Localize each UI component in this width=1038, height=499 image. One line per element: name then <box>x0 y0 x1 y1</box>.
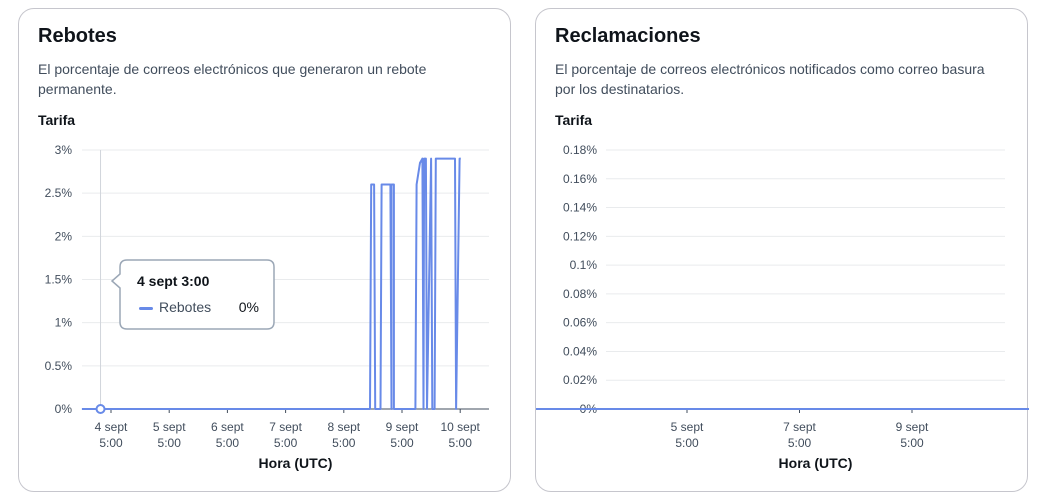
tooltip-title: 4 sept 3:00 <box>137 273 210 289</box>
x-axis-title: Hora (UTC) <box>779 455 853 471</box>
y-tick-label: 0.16% <box>563 172 597 186</box>
y-tick-label: 1% <box>55 316 73 330</box>
rebotes-chart[interactable]: 0% 0.5% 1% 1.5% 2% 2.5% 3% 4 sept 5:00 5 sept 5:00… <box>19 9 512 493</box>
x-tick-label: 7 sept <box>783 420 816 434</box>
x-tick-label: 10 sept <box>441 420 481 434</box>
rebotes-title: Rebotes <box>38 25 117 47</box>
rebotes-tooltip: 4 sept 3:00 Rebotes 0% <box>111 259 275 330</box>
x-tick-label: 5:00 <box>332 436 356 450</box>
y-tick-label: 0.14% <box>563 201 597 215</box>
reclamaciones-description: El porcentaje de correos electrónicos no… <box>555 61 985 97</box>
y-tick-label: 3% <box>55 143 73 157</box>
y-tick-label: 0.06% <box>563 316 597 330</box>
y-tick-label: 0.08% <box>563 287 597 301</box>
series-line-rebotes <box>81 157 461 410</box>
rebotes-description: El porcentaje de correos electrónicos qu… <box>38 61 427 97</box>
tooltip-series-value: 0% <box>238 299 259 315</box>
reclamaciones-metric-label: Tarifa <box>555 112 593 128</box>
tooltip-frame <box>111 259 275 330</box>
x-tick-label: 7 sept <box>269 420 302 434</box>
y-tick-label: 1.5% <box>45 273 73 287</box>
x-tick-label: 4 sept <box>95 420 128 434</box>
rebotes-metric-label: Tarifa <box>38 112 76 128</box>
tooltip-series-swatch <box>139 307 153 310</box>
rebotes-card: Rebotes El porcentaje de correos electró… <box>18 8 511 492</box>
x-tick-label: 5:00 <box>274 436 298 450</box>
x-axis-title: Hora (UTC) <box>259 455 333 471</box>
tooltip-series-name: Rebotes <box>159 299 212 315</box>
y-tick-label: 0.1% <box>570 258 598 272</box>
x-tick-label: 6 sept <box>211 420 244 434</box>
x-tick-label: 9 sept <box>896 420 929 434</box>
x-tick-label: 5:00 <box>900 436 924 450</box>
x-tick-label: 5:00 <box>788 436 812 450</box>
y-tick-label: 0.12% <box>563 229 597 243</box>
x-tick-label: 8 sept <box>327 420 360 434</box>
y-tick-label: 2% <box>55 229 73 243</box>
x-tick-label: 5 sept <box>153 420 186 434</box>
x-tick-label: 5:00 <box>99 436 123 450</box>
y-tick-label: 0.5% <box>45 359 73 373</box>
x-tick-label: 5:00 <box>158 436 182 450</box>
hover-point <box>95 404 106 414</box>
x-tick-label: 5 sept <box>671 420 704 434</box>
reclamaciones-title: Reclamaciones <box>555 25 701 47</box>
x-tick-label: 5:00 <box>675 436 699 450</box>
y-tick-label: 0.02% <box>563 373 597 387</box>
x-tick-label: 5:00 <box>390 436 414 450</box>
series-line-reclamaciones <box>536 408 1029 410</box>
y-tick-label: 0.18% <box>563 143 597 157</box>
x-tick-label: 5:00 <box>216 436 240 450</box>
x-tick-label: 5:00 <box>449 436 473 450</box>
reclamaciones-chart[interactable]: 0%0.02%0.04%0.06%0.08%0.1%0.12%0.14%0.16… <box>536 9 1029 493</box>
x-tick-label: 9 sept <box>386 420 419 434</box>
y-tick-label: 2.5% <box>45 186 73 200</box>
y-tick-label: 0% <box>55 402 73 416</box>
y-tick-label: 0.04% <box>563 344 597 358</box>
reclamaciones-card: Reclamaciones El porcentaje de correos e… <box>535 8 1029 493</box>
